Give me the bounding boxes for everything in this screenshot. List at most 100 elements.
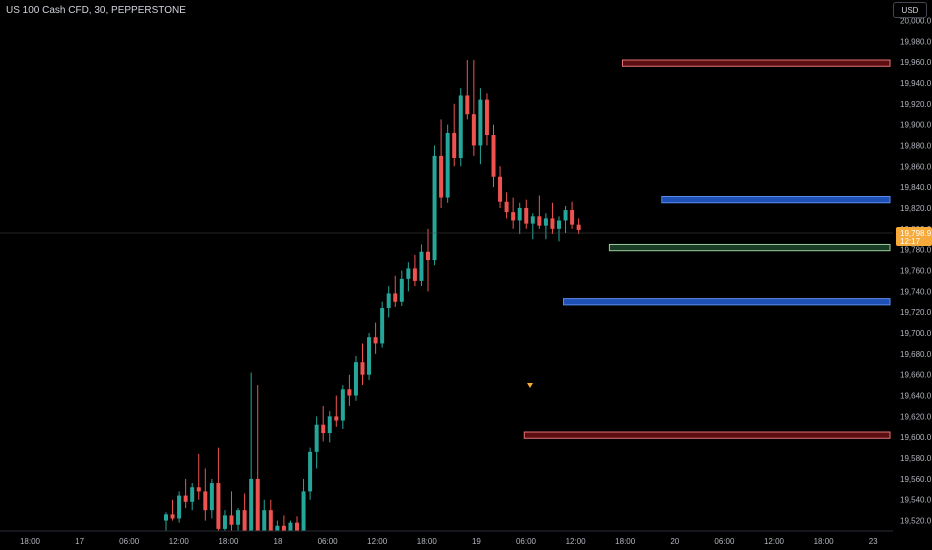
candle-body xyxy=(576,224,581,230)
candle xyxy=(314,416,319,469)
candle xyxy=(295,516,299,531)
green-zone[interactable] xyxy=(608,243,891,252)
candle xyxy=(327,411,332,443)
price-tick-label: 19,880.0 xyxy=(900,141,932,150)
candle-body xyxy=(314,424,319,452)
candle-body xyxy=(537,216,542,226)
candles-layer xyxy=(164,60,581,531)
price-tick-label: 19,680.0 xyxy=(900,350,932,359)
candle xyxy=(393,275,398,307)
candle xyxy=(249,372,254,531)
candle xyxy=(550,202,555,235)
candle-body xyxy=(426,251,430,261)
candle xyxy=(478,88,483,165)
candle-body xyxy=(170,514,175,519)
zones-layer xyxy=(523,59,891,439)
candle xyxy=(491,124,496,188)
time-tick-label: 18 xyxy=(274,537,283,546)
candle xyxy=(537,195,542,229)
candle xyxy=(412,254,417,287)
blue-zone[interactable] xyxy=(661,196,891,204)
candle-body xyxy=(465,95,470,115)
time-tick-label: 06:00 xyxy=(318,537,339,546)
price-tick-label: 19,600.0 xyxy=(900,433,932,442)
candle xyxy=(301,478,306,531)
candle xyxy=(426,228,430,292)
candle xyxy=(255,385,260,531)
candle xyxy=(229,491,234,531)
candle xyxy=(511,197,516,229)
candle-body xyxy=(419,251,424,281)
candle xyxy=(196,453,201,500)
candle-body xyxy=(190,487,195,502)
price-tick-label: 19,860.0 xyxy=(900,162,932,171)
candle-body xyxy=(301,491,306,531)
candle xyxy=(353,355,358,401)
candle xyxy=(373,322,378,354)
price-tick-label: 19,820.0 xyxy=(900,204,932,213)
time-tick-label: 06:00 xyxy=(714,537,735,546)
time-tick-label: 12:00 xyxy=(566,537,587,546)
candle-body xyxy=(321,424,326,434)
candle xyxy=(563,205,568,233)
candle xyxy=(399,270,404,306)
candle-body xyxy=(222,515,227,529)
candle xyxy=(308,447,313,500)
candle-body xyxy=(327,416,332,434)
candle-body xyxy=(216,483,221,529)
time-tick-label: 18:00 xyxy=(218,537,239,546)
candle-body xyxy=(393,293,398,302)
blue-zone[interactable] xyxy=(563,298,891,306)
candle-body xyxy=(432,155,437,261)
time-tick-label: 12:00 xyxy=(764,537,785,546)
candle-body xyxy=(550,218,555,229)
candle xyxy=(236,508,241,531)
candle-body xyxy=(373,337,378,344)
candle-body xyxy=(275,525,280,531)
candle xyxy=(524,199,529,229)
price-axis[interactable]: 19,520.0 19,540.0 19,560.0 19,580.0 19,600.0… xyxy=(900,16,932,525)
candle-body xyxy=(386,293,391,309)
candle-body xyxy=(563,210,568,221)
price-tick-label: 19,580.0 xyxy=(900,454,932,463)
candle-body xyxy=(517,207,522,221)
candle xyxy=(471,60,476,156)
candle-body xyxy=(406,268,411,279)
candle xyxy=(406,262,411,292)
candle-body xyxy=(412,268,417,281)
candle xyxy=(458,88,463,167)
time-tick-label: 06:00 xyxy=(119,537,140,546)
red-zone[interactable] xyxy=(622,59,891,67)
time-tick-label: 18:00 xyxy=(814,537,835,546)
candle xyxy=(445,124,450,203)
marker-triangle-icon xyxy=(527,383,533,388)
candle-body xyxy=(347,389,352,396)
red-zone[interactable] xyxy=(523,431,891,439)
candle-body xyxy=(484,99,489,136)
price-tick-label: 19,940.0 xyxy=(900,79,932,88)
candle xyxy=(386,286,391,318)
price-tick-label: 19,520.0 xyxy=(900,517,932,526)
candle xyxy=(242,493,247,531)
price-tick-label: 19,660.0 xyxy=(900,371,932,380)
price-tick-label: 19,980.0 xyxy=(900,37,932,46)
candle-body xyxy=(262,510,267,531)
time-tick-label: 18:00 xyxy=(417,537,438,546)
time-tick-label: 20 xyxy=(670,537,679,546)
candle-body xyxy=(255,478,260,531)
price-tick-label: 19,900.0 xyxy=(900,121,932,130)
candle-body xyxy=(367,337,372,375)
currency-selector[interactable]: USD xyxy=(893,2,927,18)
price-tick-label: 19,620.0 xyxy=(900,412,932,421)
candle-body xyxy=(557,220,561,229)
candle xyxy=(347,374,352,406)
time-axis[interactable]: 18:00 17 06:00 12:00 18:00 18 06:00 12:00 18:00 1… xyxy=(20,537,878,546)
candle xyxy=(557,216,561,242)
time-tick-label: 12:00 xyxy=(367,537,388,546)
chart-title: US 100 Cash CFD, 30, PEPPERSTONE xyxy=(6,5,186,16)
candle xyxy=(190,483,195,511)
candle-body xyxy=(445,132,450,198)
candle xyxy=(334,395,339,427)
candle-body xyxy=(281,525,286,531)
